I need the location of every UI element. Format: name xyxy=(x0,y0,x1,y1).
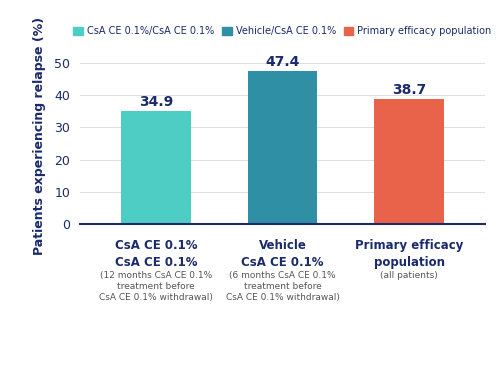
Text: (all patients): (all patients) xyxy=(380,271,438,280)
Text: CsA CE 0.1%
CsA CE 0.1%: CsA CE 0.1% CsA CE 0.1% xyxy=(114,239,197,269)
Text: 38.7: 38.7 xyxy=(392,83,426,97)
Bar xyxy=(121,111,190,224)
Text: 47.4: 47.4 xyxy=(266,55,300,69)
Legend: CsA CE 0.1%/CsA CE 0.1%, Vehicle/CsA CE 0.1%, Primary efficacy population: CsA CE 0.1%/CsA CE 0.1%, Vehicle/CsA CE … xyxy=(70,22,496,40)
Y-axis label: Patients experiencing relapse (%): Patients experiencing relapse (%) xyxy=(33,16,46,255)
Text: Primary efficacy
population: Primary efficacy population xyxy=(355,239,463,269)
Text: (6 months CsA CE 0.1%
treatment before
CsA CE 0.1% withdrawal): (6 months CsA CE 0.1% treatment before C… xyxy=(226,271,340,302)
Text: 34.9: 34.9 xyxy=(139,95,173,109)
Bar xyxy=(248,71,318,224)
Text: Vehicle
CsA CE 0.1%: Vehicle CsA CE 0.1% xyxy=(241,239,324,269)
Bar xyxy=(374,99,444,224)
Text: (12 months CsA CE 0.1%
treatment before
CsA CE 0.1% withdrawal): (12 months CsA CE 0.1% treatment before … xyxy=(99,271,213,302)
